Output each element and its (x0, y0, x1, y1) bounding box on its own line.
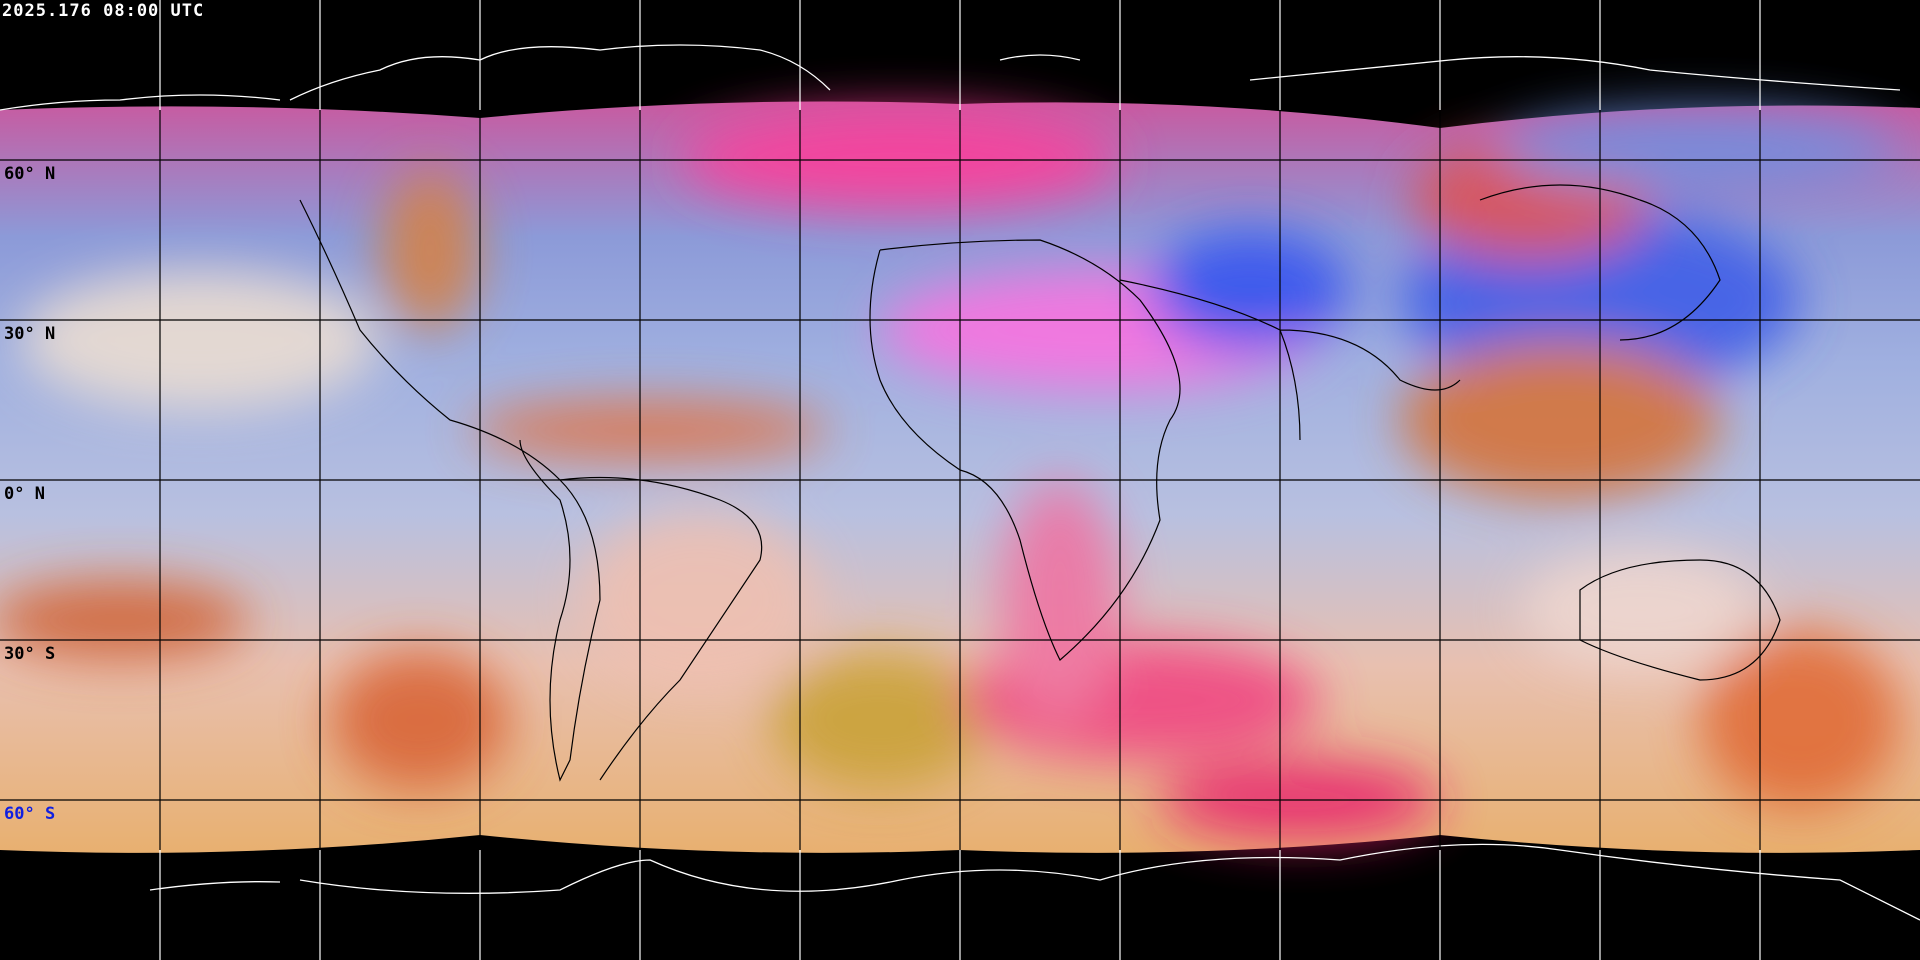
latitude-label: 60° N (4, 164, 56, 184)
latitude-label: 30° N (4, 324, 56, 344)
timestamp-title: 2025.176 08:00 UTC (2, 1, 205, 21)
cloud-features (0, 110, 1900, 840)
latitude-label: 0° N (4, 484, 45, 504)
coastlines (299, 184, 1781, 782)
latitude-label: 30° S (4, 644, 56, 664)
latitude-label: 60° S (4, 804, 56, 824)
polar-coastlines (0, 44, 1920, 921)
